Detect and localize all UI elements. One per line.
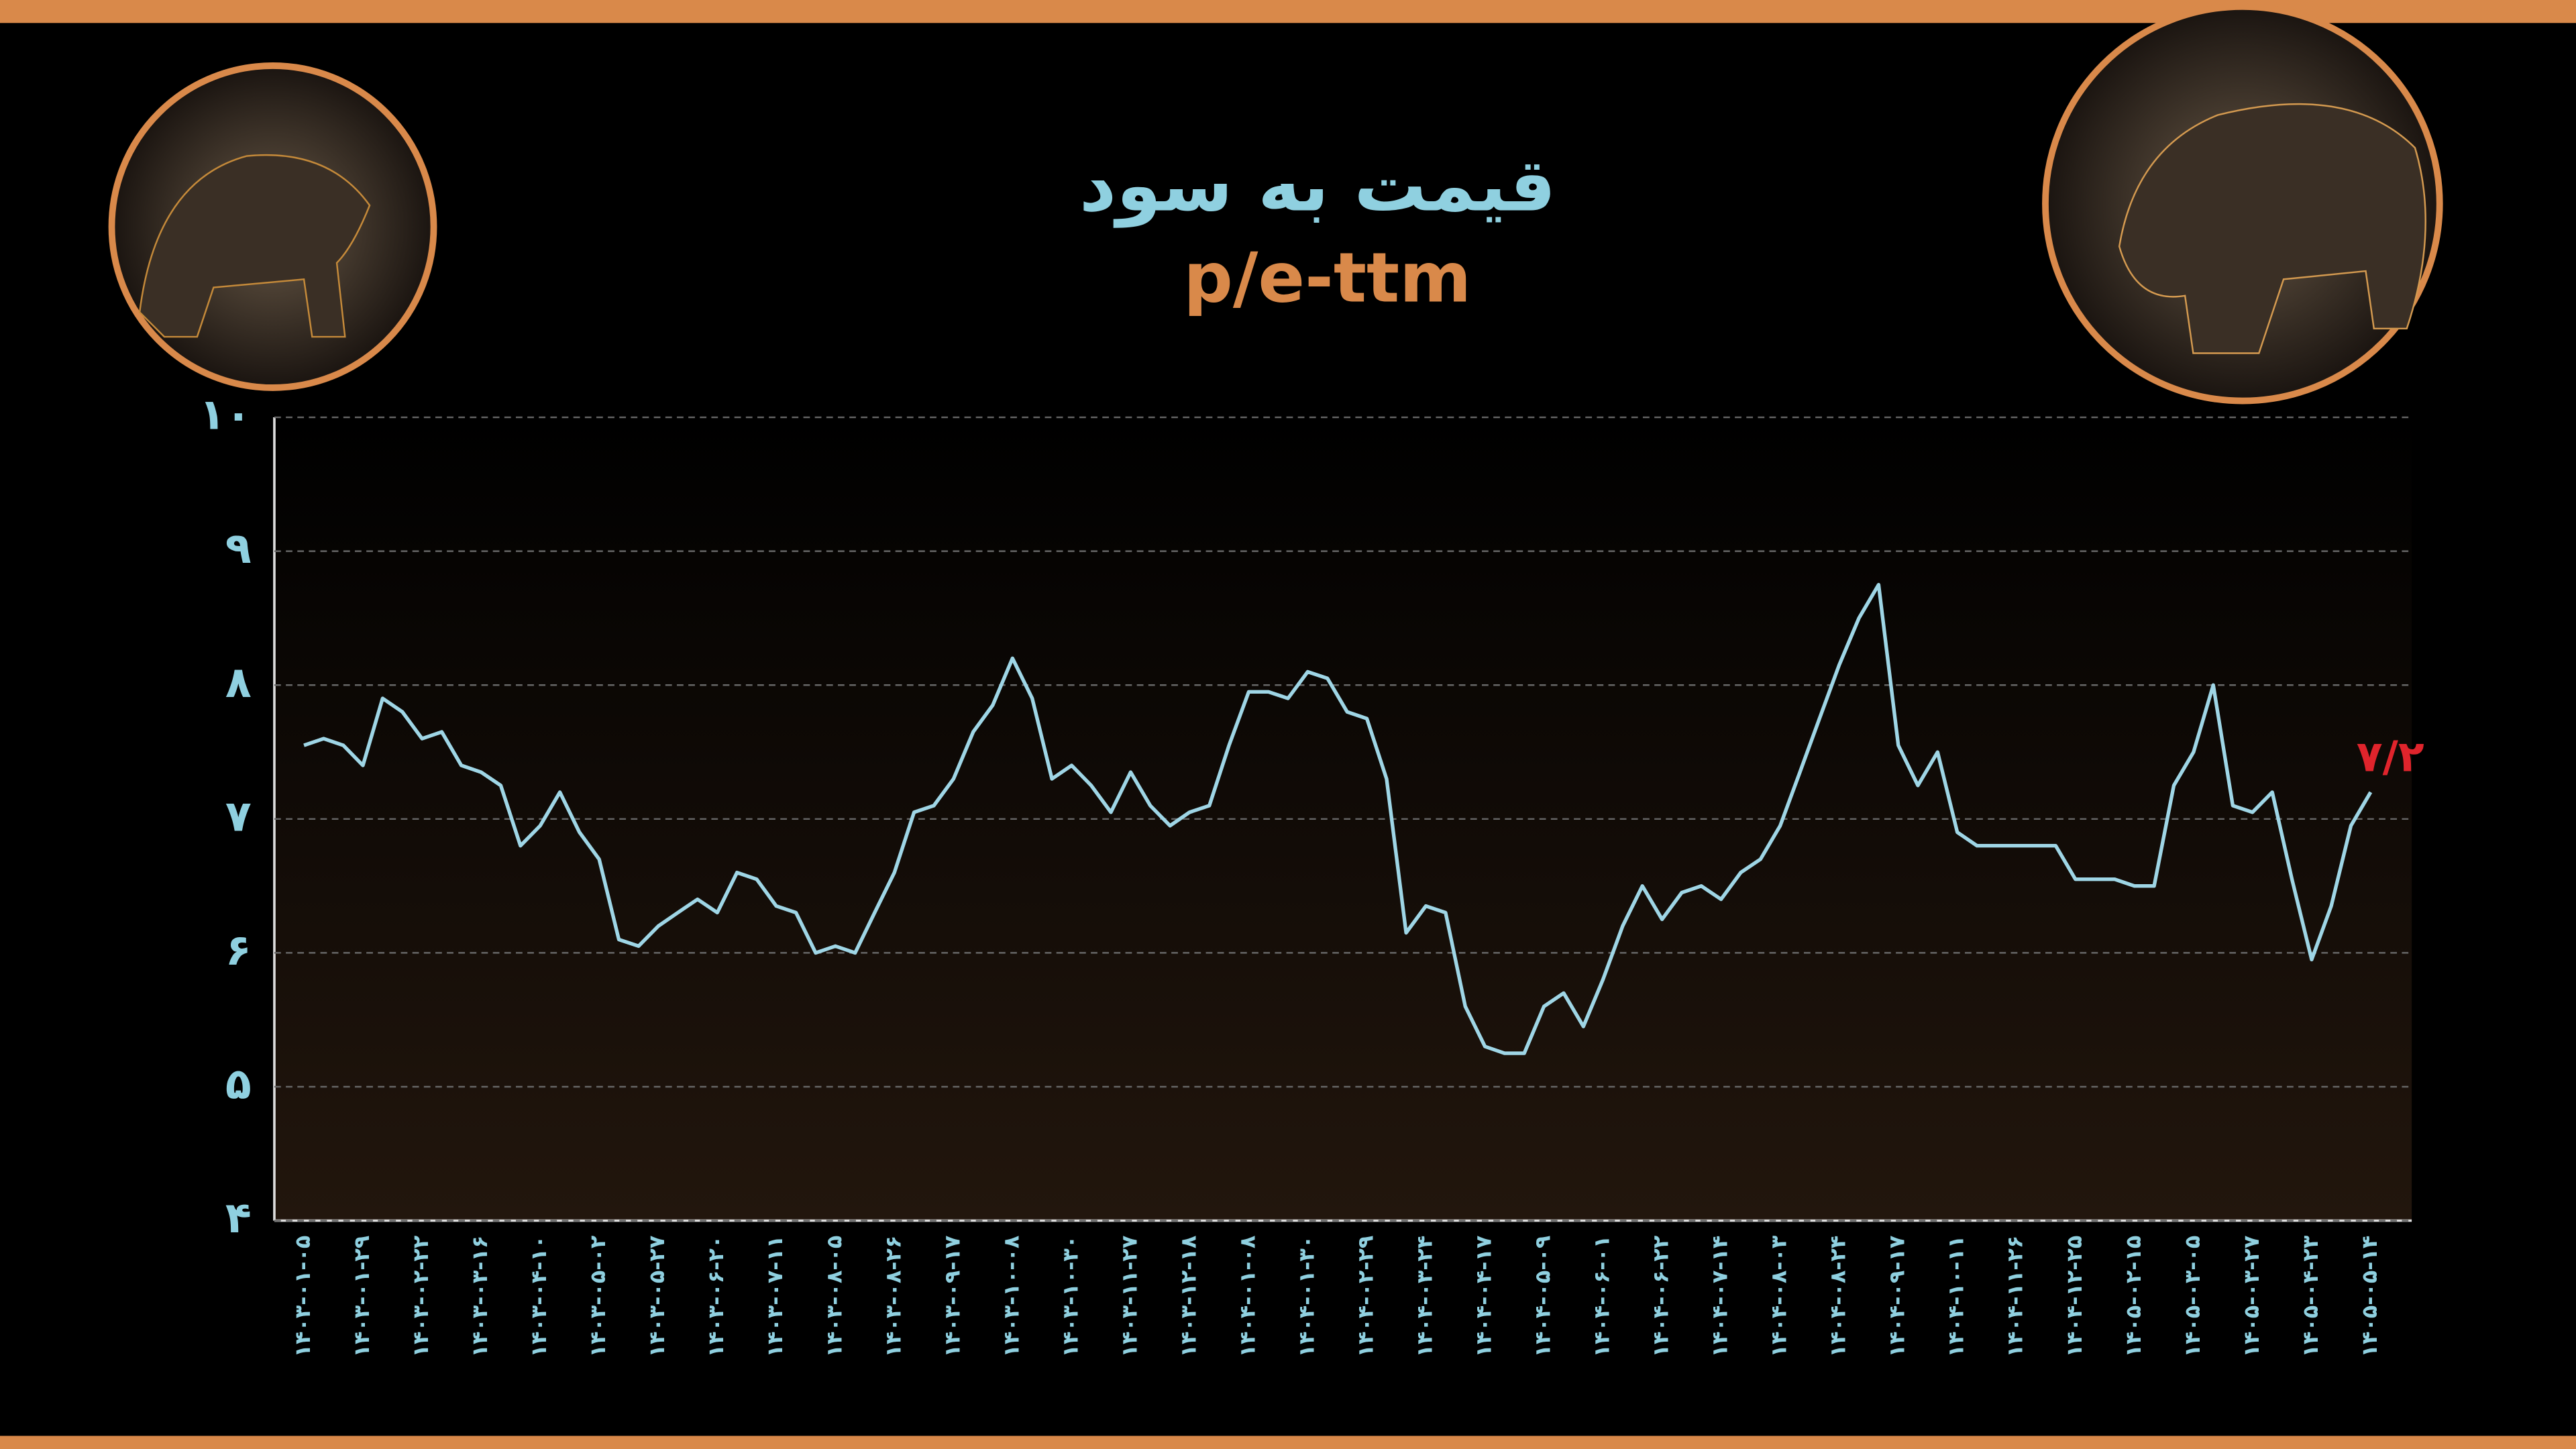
x-tick-label: ۱۴۰۴-۱۲-۲۵: [2061, 1236, 2087, 1358]
value-label: ۷/۲: [2357, 732, 2424, 782]
x-tick-label: ۱۴۰۳-۰۸-۲۶: [880, 1236, 906, 1358]
x-tick-label: ۱۴۰۴-۰۷-۱۴: [1707, 1236, 1733, 1358]
y-tick-label: ۴: [225, 1193, 252, 1243]
y-tick-label: ۵: [225, 1060, 252, 1110]
x-tick-label: ۱۴۰۴-۰۸-۲۴: [1825, 1236, 1851, 1358]
x-tick-label: ۱۴۰۳-۱۰-۳۰: [1057, 1236, 1083, 1358]
x-tick-label: ۱۴۰۳-۱۰-۰۸: [998, 1236, 1024, 1358]
x-tick-label: ۱۴۰۵-۰۵-۱۴: [2357, 1236, 2382, 1358]
plot-area: [274, 417, 2412, 1221]
x-tick-label: ۱۴۰۳-۰۴-۱۰: [526, 1236, 551, 1358]
x-tick-label: ۱۴۰۳-۰۹-۱۷: [939, 1236, 965, 1358]
bull-icon: [2042, 3, 2443, 405]
bear-icon: [108, 62, 437, 391]
y-tick-label: ۷: [225, 792, 252, 841]
x-tick-label: ۱۴۰۳-۰۵-۲۷: [644, 1236, 669, 1358]
x-tick-label: ۱۴۰۵-۰۲-۱۵: [2121, 1236, 2146, 1358]
x-tick-label: ۱۴۰۴-۰۴-۱۷: [1471, 1236, 1497, 1358]
x-tick-label: ۱۴۰۵-۰۴-۲۳: [2298, 1236, 2323, 1358]
x-tick-label: ۱۴۰۵-۰۳-۲۷: [2239, 1236, 2264, 1358]
x-tick-label: ۱۴۰۳-۰۸-۰۵: [821, 1236, 847, 1358]
x-tick-label: ۱۴۰۳-۰۲-۲۲: [408, 1235, 433, 1357]
x-tick-label: ۱۴۰۳-۰۶-۲۰: [703, 1236, 729, 1358]
x-tick-label: ۱۴۰۳-۰۷-۱۱: [762, 1236, 788, 1358]
x-tick-label: ۱۴۰۳-۱۱-۲۷: [1116, 1236, 1142, 1358]
bottom-band: [0, 1436, 2576, 1449]
x-tick-label: ۱۴۰۴-۱۰-۱۱: [1943, 1236, 1969, 1358]
x-tick-label: ۱۴۰۳-۰۵-۰۲: [585, 1235, 610, 1357]
x-tick-label: ۱۴۰۴-۰۲-۲۹: [1352, 1236, 1378, 1358]
x-tick-label: ۱۴۰۴-۰۹-۱۷: [1884, 1236, 1910, 1358]
y-tick-label: ۱۰: [199, 390, 252, 440]
x-tick-label: ۱۴۰۴-۰۸-۰۳: [1766, 1236, 1792, 1358]
y-tick-label: ۹: [225, 524, 252, 574]
y-tick-label: ۸: [225, 658, 252, 708]
y-tick-label: ۶: [225, 926, 252, 975]
x-tick-label: ۱۴۰۳-۱۲-۱۸: [1175, 1236, 1201, 1358]
chart-title: قیمت به سود: [1079, 144, 1556, 228]
x-tick-label: ۱۴۰۴-۰۶-۲۲: [1648, 1235, 1674, 1357]
line: [303, 582, 2373, 1055]
chart-subtitle: p/e-ttm: [1183, 239, 1471, 319]
x-tick-label: ۱۴۰۴-۰۳-۲۴: [1412, 1236, 1438, 1358]
x-tick-label: ۱۴۰۴-۰۵-۰۹: [1530, 1236, 1556, 1358]
x-tick-label: ۱۴۰۳-۰۳-۱۶: [467, 1236, 492, 1358]
x-tick-label: ۱۴۰۴-۰۱-۰۸: [1234, 1236, 1260, 1358]
top-band: [0, 0, 2576, 23]
x-tick-label: ۱۴۰۵-۰۳-۰۵: [2180, 1236, 2205, 1358]
x-tick-label: ۱۴۰۳-۰۱-۲۹: [349, 1236, 374, 1358]
x-tick-label: ۱۴۰۴-۰۶-۰۱: [1589, 1236, 1615, 1358]
x-tick-label: ۱۴۰۳-۰۱-۰۵: [290, 1236, 315, 1358]
x-tick-label: ۱۴۰۴-۱۱-۲۶: [2002, 1236, 2028, 1358]
x-tick-label: ۱۴۰۴-۰۱-۳۰: [1293, 1236, 1319, 1358]
